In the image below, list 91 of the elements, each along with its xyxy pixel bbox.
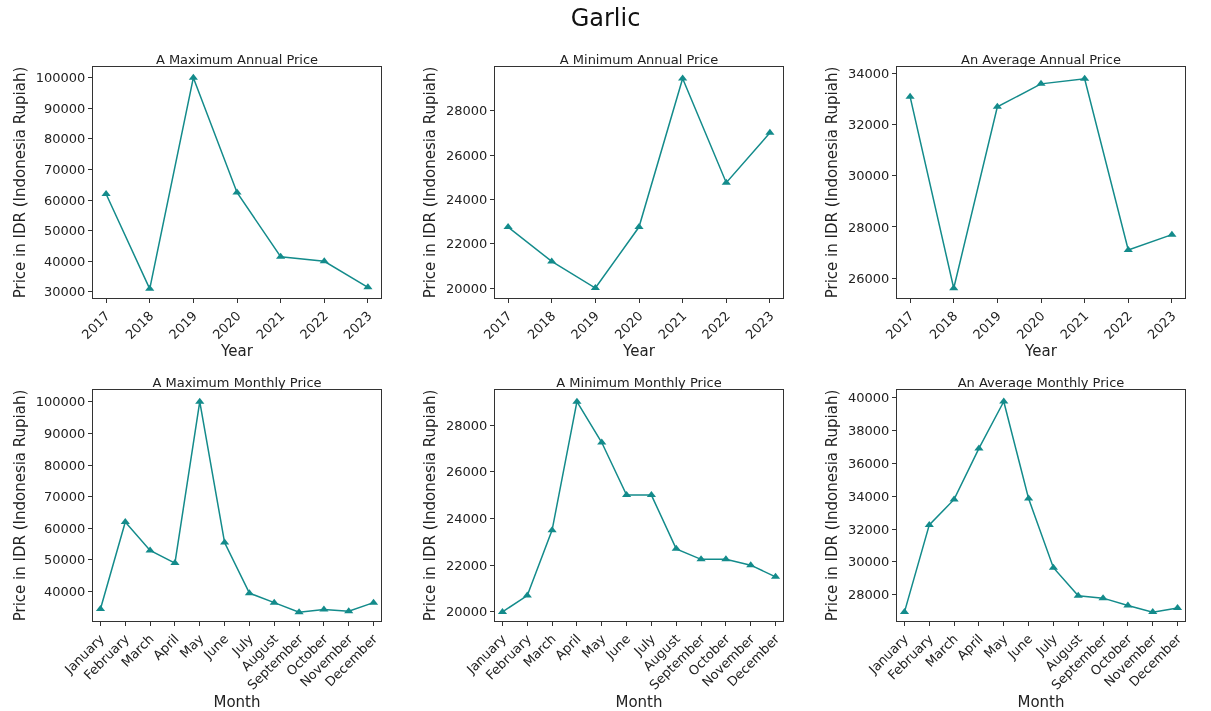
y-tick-label: 20000 xyxy=(446,604,488,620)
point xyxy=(765,128,775,135)
y-tick-label: 32000 xyxy=(848,521,890,537)
y-tick-label: 90000 xyxy=(44,425,86,441)
x-axis-title: Year xyxy=(220,342,254,361)
y-tick-label: 34000 xyxy=(848,488,890,504)
point xyxy=(590,284,600,291)
y-axis-title: Price in IDR (Indonesia Rupiah) xyxy=(421,389,440,622)
chart-title: A Maximum Monthly Price xyxy=(152,375,322,390)
y-tick-label: 22000 xyxy=(446,557,488,573)
point xyxy=(572,397,582,404)
x-axis-title: Year xyxy=(622,342,656,361)
y-tick-label: 80000 xyxy=(44,131,86,147)
y-tick-label: 50000 xyxy=(44,223,86,239)
y-tick-label: 24000 xyxy=(446,511,488,527)
y-tick-label: 20000 xyxy=(446,280,488,296)
chart-title: An Average Annual Price xyxy=(961,52,1121,67)
point xyxy=(170,559,180,566)
y-tick-label: 40000 xyxy=(44,584,86,600)
y-tick-label: 26000 xyxy=(848,270,890,286)
y-tick-label: 38000 xyxy=(848,422,890,438)
y-tick-label: 50000 xyxy=(44,552,86,568)
y-tick-label: 30000 xyxy=(44,284,86,300)
y-tick-label: 32000 xyxy=(848,117,890,133)
y-tick-label: 70000 xyxy=(44,162,86,178)
chart-title: A Minimum Annual Price xyxy=(559,52,719,67)
point xyxy=(1167,230,1177,237)
point xyxy=(1073,591,1083,598)
chart-title: A Maximum Annual Price xyxy=(155,52,319,67)
point xyxy=(992,102,1002,109)
point xyxy=(1080,74,1090,81)
point xyxy=(276,252,286,259)
y-axis-title: Price in IDR (Indonesia Rupiah) xyxy=(11,389,30,622)
point xyxy=(1123,601,1133,608)
point xyxy=(547,526,557,533)
y-tick-label: 90000 xyxy=(44,100,86,116)
y-tick-label: 26000 xyxy=(446,147,488,163)
point xyxy=(1098,594,1108,601)
y-tick-label: 36000 xyxy=(848,455,890,471)
y-tick-label: 70000 xyxy=(44,489,86,505)
point xyxy=(101,189,111,196)
point xyxy=(671,544,681,551)
y-tick-label: 80000 xyxy=(44,457,86,473)
point xyxy=(269,598,279,605)
text: Garlic xyxy=(569,4,642,32)
y-tick-label: 22000 xyxy=(446,236,488,252)
point xyxy=(503,223,513,230)
y-tick-label: 34000 xyxy=(848,66,890,82)
y-tick-label: 26000 xyxy=(446,464,488,480)
point xyxy=(294,608,304,615)
point xyxy=(678,74,688,81)
y-tick-label: 30000 xyxy=(848,554,890,570)
y-tick-label: 40000 xyxy=(848,389,890,405)
y-tick-label: 28000 xyxy=(848,587,890,603)
y-tick-label: 100000 xyxy=(35,394,86,410)
point xyxy=(522,591,532,598)
point xyxy=(319,605,329,612)
y-tick-label: 100000 xyxy=(35,70,86,86)
point xyxy=(1148,608,1158,615)
chart-title: An Average Monthly Price xyxy=(957,375,1125,390)
y-tick-label: 28000 xyxy=(446,103,488,119)
y-tick-label: 28000 xyxy=(446,417,488,433)
point xyxy=(120,517,130,524)
point xyxy=(145,284,155,291)
point xyxy=(721,178,731,185)
y-axis-title: Price in IDR (Indonesia Rupiah) xyxy=(11,66,30,299)
point xyxy=(924,520,934,527)
y-tick-label: 28000 xyxy=(848,219,890,235)
x-axis-title: Month xyxy=(213,692,261,711)
x-axis-title: Month xyxy=(615,692,663,711)
y-axis-title: Price in IDR (Indonesia Rupiah) xyxy=(823,66,842,299)
y-axis-title: Price in IDR (Indonesia Rupiah) xyxy=(823,389,842,622)
y-axis-title: Price in IDR (Indonesia Rupiah) xyxy=(421,66,440,299)
point xyxy=(597,438,607,445)
point xyxy=(634,223,644,230)
point xyxy=(344,607,354,614)
y-tick-label: 60000 xyxy=(44,520,86,536)
point xyxy=(1123,245,1133,252)
point xyxy=(1036,79,1046,86)
y-tick-label: 60000 xyxy=(44,192,86,208)
point xyxy=(905,92,915,99)
chart-title: A Minimum Monthly Price xyxy=(556,375,722,390)
point xyxy=(999,397,1009,404)
y-tick-label: 30000 xyxy=(848,168,890,184)
x-axis-title: Month xyxy=(1017,692,1065,711)
y-tick-label: 40000 xyxy=(44,253,86,269)
y-tick-label: 24000 xyxy=(446,191,488,207)
x-axis-title: Year xyxy=(1024,342,1058,361)
point xyxy=(746,561,756,568)
point xyxy=(188,73,198,80)
point xyxy=(195,397,205,404)
